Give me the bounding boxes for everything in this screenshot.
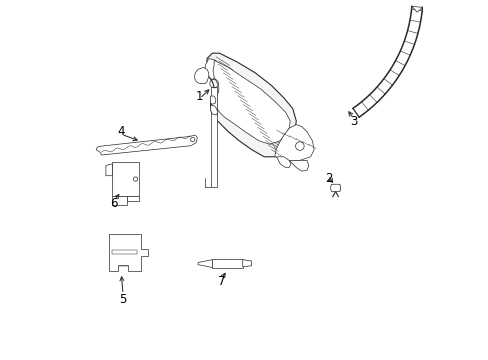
Text: 7: 7 — [217, 275, 224, 288]
Polygon shape — [198, 260, 212, 267]
Polygon shape — [211, 87, 217, 187]
Polygon shape — [106, 164, 112, 176]
Text: 4: 4 — [117, 125, 125, 138]
Polygon shape — [112, 251, 137, 254]
Text: 6: 6 — [110, 197, 118, 210]
Polygon shape — [288, 160, 308, 171]
Polygon shape — [112, 162, 139, 196]
Text: 1: 1 — [196, 90, 203, 103]
Polygon shape — [210, 96, 216, 104]
Text: 3: 3 — [349, 114, 356, 127]
Text: 2: 2 — [324, 172, 331, 185]
Polygon shape — [127, 196, 139, 202]
Polygon shape — [112, 196, 127, 205]
Polygon shape — [212, 259, 242, 268]
Polygon shape — [274, 125, 313, 160]
Polygon shape — [205, 59, 217, 80]
Polygon shape — [276, 157, 290, 167]
Polygon shape — [96, 135, 197, 155]
Polygon shape — [411, 6, 422, 12]
Polygon shape — [242, 260, 251, 267]
Polygon shape — [210, 106, 217, 115]
Polygon shape — [206, 53, 296, 157]
Text: 5: 5 — [119, 293, 126, 306]
Polygon shape — [108, 234, 148, 271]
Polygon shape — [213, 60, 290, 144]
Polygon shape — [330, 184, 340, 192]
Polygon shape — [194, 67, 208, 84]
